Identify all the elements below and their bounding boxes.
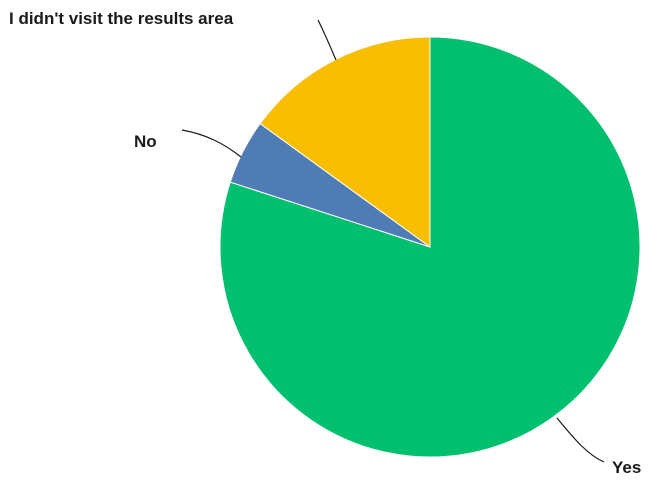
slice-label-didnt-visit: I didn't visit the results area — [9, 9, 234, 28]
pie-slice-i-didn-t-visit-the-results-area — [259, 36, 431, 248]
leader-line-didnt-visit — [317, 19, 337, 61]
leader-line-no — [181, 129, 242, 158]
pie-slices — [219, 36, 641, 458]
slice-labels: Yes No I didn't visit the results area — [9, 9, 641, 477]
slice-label-yes: Yes — [612, 458, 641, 477]
slice-label-no: No — [134, 132, 157, 151]
leader-line-yes — [556, 417, 605, 463]
leader-lines — [181, 19, 605, 463]
